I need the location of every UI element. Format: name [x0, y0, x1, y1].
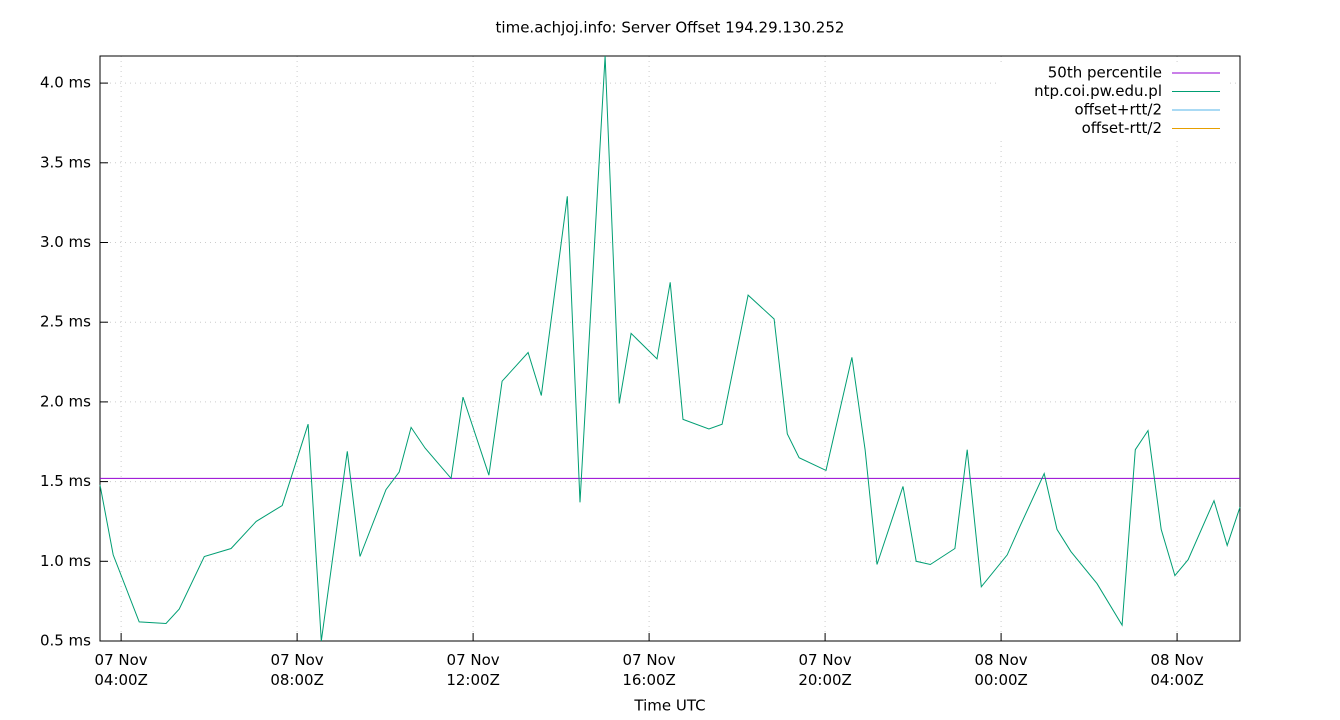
x-tick-label: 07 Nov 20:00Z — [798, 651, 852, 689]
x-axis-label: Time UTC — [633, 697, 705, 715]
plot-frame — [99, 55, 1241, 642]
x-tick-label: 07 Nov 08:00Z — [270, 651, 324, 689]
x-tick-label-line: 08 Nov — [1151, 651, 1204, 669]
x-tick-label-line: 00:00Z — [974, 671, 1028, 689]
x-tick-label-line: 04:00Z — [94, 671, 148, 689]
legend-bg — [1000, 101, 1230, 120]
x-tick-label: 07 Nov 04:00Z — [94, 651, 148, 689]
y-tick-label: 0.5 ms — [40, 632, 91, 650]
x-tick-label-line: 07 Nov — [271, 651, 324, 669]
x-tick-label: 08 Nov 04:00Z — [1150, 651, 1204, 689]
legend-label: offset+rtt/2 — [1074, 101, 1162, 119]
x-tick-label-line: 08:00Z — [270, 671, 324, 689]
data-line — [99, 55, 1241, 642]
legend-label: 50th percentile — [1048, 64, 1162, 82]
x-tick-label-line: 04:00Z — [1150, 671, 1204, 689]
x-tick-label-line: 20:00Z — [798, 671, 852, 689]
y-tick-label: 3.5 ms — [40, 153, 91, 171]
x-tick-label-line: 07 Nov — [623, 651, 676, 669]
legend-bg — [1000, 64, 1230, 83]
x-tick-label-line: 08 Nov — [975, 651, 1028, 669]
legend-label: offset-rtt/2 — [1082, 119, 1162, 137]
chart-title: time.achjoj.info: Server Offset 194.29.1… — [496, 19, 845, 37]
x-tick-label: 07 Nov 12:00Z — [446, 651, 500, 689]
x-tick-label-line: 07 Nov — [447, 651, 500, 669]
legend-label: ntp.coi.pw.edu.pl — [1034, 82, 1162, 100]
y-tick-label: 3.0 ms — [40, 233, 91, 251]
legend-bg — [1000, 82, 1230, 101]
y-tick-label: 2.5 ms — [40, 313, 91, 331]
x-tick-label: 08 Nov 00:00Z — [974, 651, 1028, 689]
y-tick-label: 2.0 ms — [40, 392, 91, 410]
x-tick-label: 07 Nov 16:00Z — [622, 651, 676, 689]
x-tick-label-line: 16:00Z — [622, 671, 676, 689]
y-tick-label: 1.0 ms — [40, 552, 91, 570]
x-tick-label-line: 07 Nov — [799, 651, 852, 669]
y-tick-label: 4.0 ms — [40, 74, 91, 92]
y-tick-label: 1.5 ms — [40, 472, 91, 490]
x-tick-label-line: 12:00Z — [446, 671, 500, 689]
x-tick-label-line: 07 Nov — [95, 651, 148, 669]
legend-bg — [1000, 119, 1230, 138]
